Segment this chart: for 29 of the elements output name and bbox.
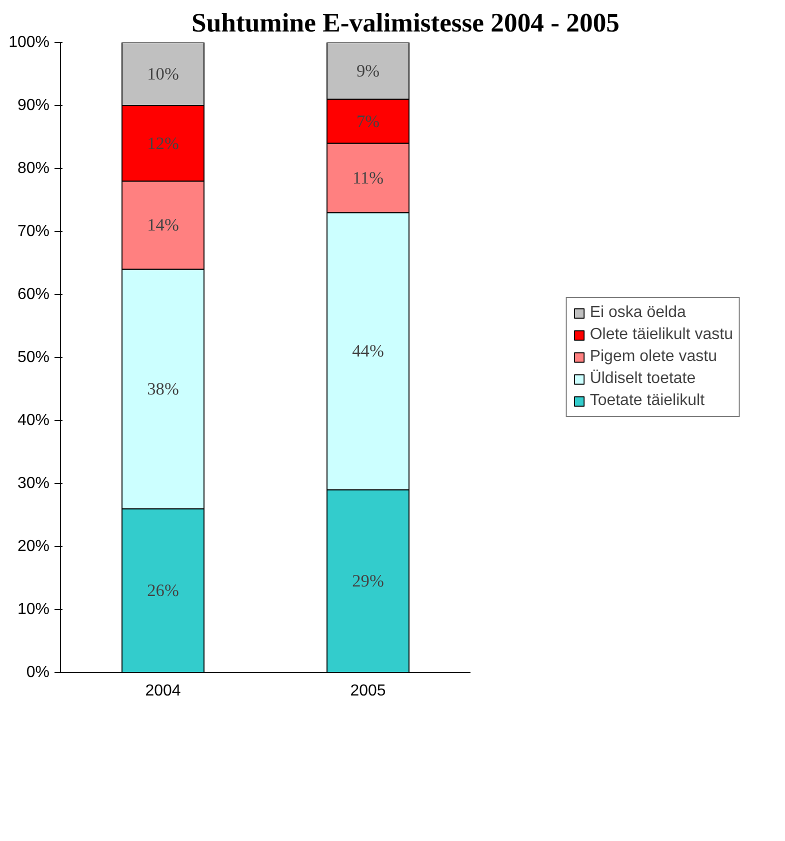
y-tick-label: 40% [17, 412, 50, 429]
y-tick-label: 20% [17, 538, 50, 555]
y-tick-label: 100% [8, 34, 50, 51]
legend-label: Olete täielikult vastu [590, 326, 733, 344]
y-tick-label: 70% [17, 223, 50, 240]
data-label: 38% [147, 380, 179, 398]
x-tick-label: 2004 [145, 682, 181, 700]
data-label: 11% [352, 168, 384, 188]
legend-label: Ei oska öelda [590, 304, 686, 322]
data-label: 14% [147, 216, 179, 235]
data-label: 26% [147, 581, 179, 600]
data-label: 9% [356, 61, 380, 80]
data-label: 10% [147, 64, 179, 84]
y-tick-label: 30% [17, 475, 50, 492]
y-tick-label: 10% [17, 601, 50, 618]
y-tick-label: 50% [17, 349, 50, 366]
y-tick-label: 60% [17, 286, 50, 303]
chart-title: Suhtumine E-valimistesse 2004 - 2005 [192, 8, 620, 38]
x-tick-label: 2005 [350, 682, 386, 700]
data-label: 29% [352, 572, 384, 591]
y-tick-label: 80% [17, 160, 50, 177]
legend-label: Toetate täielikult [590, 392, 705, 410]
y-tick-label: 90% [17, 97, 50, 114]
data-label: 12% [147, 134, 179, 153]
data-label: 44% [352, 342, 384, 361]
legend-label: Üldiselt toetate [590, 370, 696, 388]
legend-label: Pigem olete vastu [590, 348, 717, 366]
data-label: 7% [356, 112, 380, 131]
y-tick-label: 0% [26, 664, 50, 681]
